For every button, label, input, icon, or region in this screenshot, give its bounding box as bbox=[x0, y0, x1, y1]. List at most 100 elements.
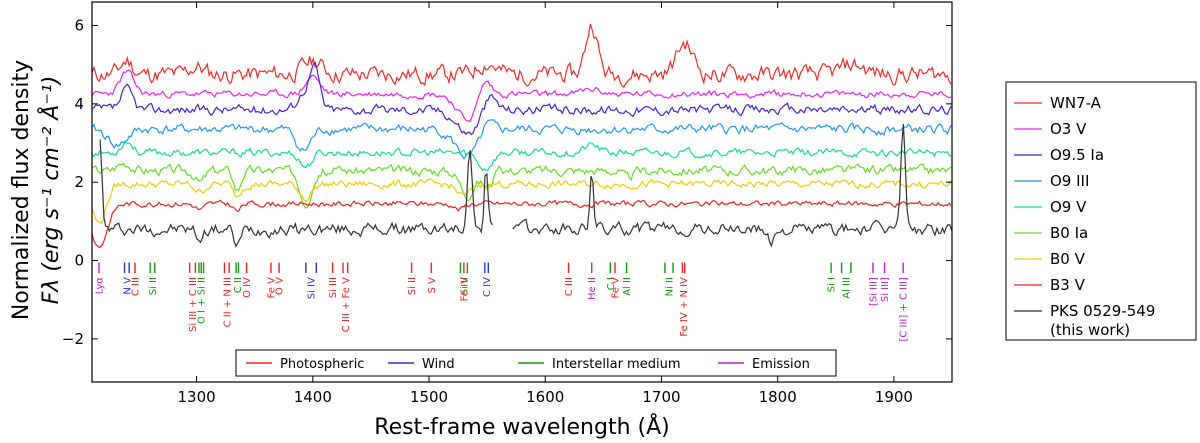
x-tick-label: 1500 bbox=[410, 388, 448, 406]
legend-label-interstellar-medium: Interstellar medium bbox=[552, 357, 680, 372]
legend-label-wind: Wind bbox=[422, 357, 455, 372]
plot-frame bbox=[91, 1, 953, 383]
line-label-si-ii: Si II bbox=[459, 262, 470, 295]
line-label-ni-ii: Ni II bbox=[664, 262, 676, 296]
y-tick-label: −2 bbox=[62, 330, 84, 348]
line-label-c-iii-fe-v: C III + Fe V bbox=[341, 262, 352, 332]
line-label-si-iii: Si III bbox=[328, 262, 339, 298]
x-tick-label: 1400 bbox=[294, 388, 332, 406]
axis-ticks: 1300 1400 1500 1600 1700 1800 1900 −2 0 2 4 6 bbox=[62, 2, 952, 406]
series-line-b0-ia bbox=[92, 162, 952, 209]
line-label-o-i-si-ii: O I + Si II bbox=[197, 262, 208, 324]
line-marker-text: Al III bbox=[842, 277, 853, 299]
line-label-si-iii: [Si III] bbox=[869, 262, 880, 306]
line-label-he-ii: He II bbox=[587, 262, 598, 300]
line-label-fe-iv: Fe IV bbox=[459, 262, 470, 301]
line-marker-text: Si II bbox=[459, 277, 470, 295]
y-axis-title-line1: Normalized flux density bbox=[9, 60, 34, 320]
line-label-n-v: N V bbox=[122, 262, 133, 295]
line-marker-text: He II bbox=[587, 277, 598, 300]
line-marker-text: Si III + C III bbox=[188, 277, 199, 332]
line-label-si-ii: Si II bbox=[148, 262, 159, 295]
line-marker-text: C III bbox=[564, 277, 575, 296]
line-label-ly: Lyα bbox=[95, 262, 106, 295]
line-label-si-iii-c-iii: Si III + C III bbox=[188, 262, 199, 332]
series-line-o9-iii bbox=[92, 119, 952, 160]
line-marker-text: N V bbox=[122, 277, 133, 295]
line-marker-text: Fe IV + N IV bbox=[679, 277, 690, 337]
line-label-si-i: Si I bbox=[827, 262, 838, 292]
y-tick-label: 2 bbox=[74, 173, 84, 191]
line-marker-text: O V bbox=[275, 277, 286, 295]
legend-label-o9-iii: O9 III bbox=[1050, 172, 1089, 190]
line-label-al-ii: Al II bbox=[622, 262, 633, 296]
line-label-o-iv: O IV bbox=[242, 262, 253, 298]
line-label-c-ii-n-iii: C II + N III bbox=[222, 262, 233, 327]
line-marker-text: Fe V bbox=[611, 277, 622, 299]
series-layer bbox=[92, 23, 952, 249]
line-label-c-i: C I bbox=[606, 262, 617, 290]
line-label-o-v: O V bbox=[275, 262, 286, 295]
line-marker-text: C III + Fe V bbox=[341, 277, 352, 332]
series-line-b0-v bbox=[92, 178, 952, 225]
y-tick-label: 0 bbox=[74, 252, 84, 270]
line-marker-text: C IV bbox=[482, 277, 493, 297]
line-label-c-iii-c-iii: [C III] + C III] bbox=[899, 262, 910, 342]
line-label-fe-v: Fe V bbox=[267, 262, 278, 298]
line-marker-text: C II bbox=[233, 277, 244, 293]
x-tick-label: 1600 bbox=[526, 388, 564, 406]
line-marker-text: Lyα bbox=[95, 277, 106, 295]
x-axis-title: Rest-frame wavelength (Å) bbox=[374, 413, 669, 440]
legend-label-o9-v: O9 V bbox=[1050, 198, 1087, 216]
line-marker-text: O I + Si II bbox=[197, 277, 208, 324]
legend-label-b3-v: B3 V bbox=[1050, 276, 1086, 294]
x-tick-label: 1900 bbox=[875, 388, 913, 406]
legend-label-o9-5-ia: O9.5 Ia bbox=[1050, 146, 1104, 164]
legend-label-emission: Emission bbox=[752, 357, 810, 372]
line-marker-text: Si I bbox=[827, 277, 838, 292]
line-marker-text: Si II bbox=[407, 277, 418, 295]
line-marker-text: S V bbox=[427, 277, 438, 294]
line-label-s-v: S V bbox=[427, 262, 438, 294]
line-label-si-iv: Si IV bbox=[305, 262, 318, 299]
legend-label-wn7-a: WN7-A bbox=[1050, 94, 1102, 112]
legend-label-b0-v: B0 V bbox=[1050, 250, 1086, 268]
line-marker-text: Ni II bbox=[665, 277, 676, 296]
x-tick-label: 1700 bbox=[642, 388, 680, 406]
legend-label-pks-0529-549-this-work: PKS 0529-549 (this work) bbox=[1050, 302, 1155, 339]
series-legend-frame bbox=[1005, 81, 1197, 341]
y-tick-label: 4 bbox=[74, 95, 84, 113]
line-marker-text: Al II bbox=[622, 277, 633, 296]
line-label-fe-v: Fe V bbox=[611, 262, 622, 299]
series-line-o9-v bbox=[92, 141, 952, 172]
series-line-o3-v bbox=[92, 69, 952, 123]
line-label-c-iv: C IV bbox=[482, 262, 493, 297]
line-label-c-iii: C III bbox=[564, 262, 575, 296]
legend-label-b0-ia: B0 Ia bbox=[1050, 224, 1088, 242]
line-marker-text: C II + N III bbox=[222, 277, 233, 327]
line-label-si-iii: Si III] bbox=[880, 262, 891, 302]
line-marker-text: Si IV bbox=[307, 277, 318, 299]
legend-label-photospheric: Photospheric bbox=[280, 357, 364, 372]
line-marker-text: [Si III] bbox=[869, 277, 880, 306]
series-legend: WN7-A O3 V O9.5 Ia O9 III O9 V B0 Ia B0 V B3 V P… bbox=[1005, 81, 1197, 341]
line-marker-text: Fe IV bbox=[459, 277, 470, 301]
line-marker-text: [C III] + C III] bbox=[899, 277, 910, 342]
line-label-si-ii: Si II bbox=[407, 262, 418, 295]
y-axis-title-line2: Fλ (erg s⁻¹ cm⁻² Å⁻¹) bbox=[37, 76, 64, 305]
line-marker-text: Si II bbox=[148, 277, 159, 295]
line-marker-text: O IV bbox=[242, 277, 253, 298]
series-line-wn7-a bbox=[92, 23, 952, 89]
series-line-pks-0529-549-this-work bbox=[99, 123, 952, 248]
legend-label-o3-v: O3 V bbox=[1050, 120, 1087, 138]
line-label-al-iii: Al III bbox=[840, 262, 853, 299]
x-tick-label: 1800 bbox=[759, 388, 797, 406]
y-tick-label: 6 bbox=[74, 17, 84, 35]
line-marker-text: Si III] bbox=[880, 277, 891, 302]
line-label-fe-iv-n-iv: Fe IV + N IV bbox=[679, 262, 690, 337]
line-category-legend: Photospheric Wind Interstellar medium Emiss… bbox=[235, 349, 837, 377]
line-marker-text: C I bbox=[606, 277, 617, 290]
series-line-b3-v bbox=[92, 199, 952, 249]
